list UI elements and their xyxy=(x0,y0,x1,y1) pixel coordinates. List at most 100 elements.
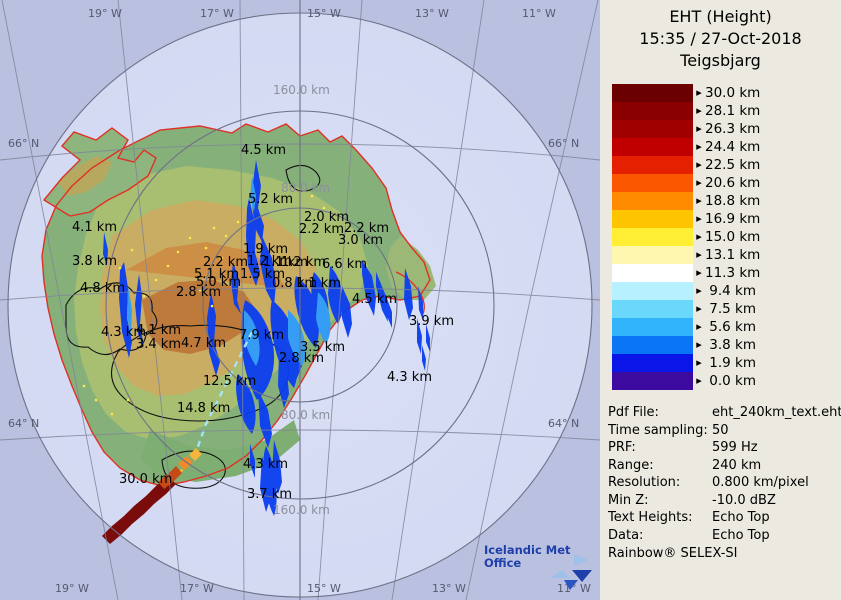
ring-label: 80.0 km xyxy=(281,181,330,195)
legend-tick-icon: ▸ xyxy=(696,284,702,297)
echo-label: 2.0 km xyxy=(304,210,349,225)
legend-swatch xyxy=(612,156,693,174)
echo-label: 1.2 km xyxy=(281,255,326,270)
legend-swatch xyxy=(612,318,693,336)
map-canvas: 19° W 17° W 15° W 13° W 11° W 19° W 17° W 15° … xyxy=(0,0,600,600)
echo-label: 1.2 km xyxy=(247,254,292,269)
logo-line-1: Icelandic Met xyxy=(484,543,571,557)
legend-row: ▸ 9.4 km xyxy=(612,282,841,300)
legend-label: 28.1 km xyxy=(705,103,761,119)
echo-label: 4.7 km xyxy=(181,336,226,351)
legend-swatch xyxy=(612,246,693,264)
iceland-landmass xyxy=(42,124,436,486)
radar-site-name: Teigsbjarg xyxy=(680,51,761,70)
metadata-key: Text Heights: xyxy=(608,510,693,525)
metadata-row: Resolution: 0.800 km/pixel xyxy=(608,474,841,492)
echo-label: 2.8 km xyxy=(279,351,324,366)
legend-row: ▸ 24.4 km xyxy=(612,138,841,156)
radar-map[interactable]: 19° W 17° W 15° W 13° W 11° W 19° W 17° W 15° … xyxy=(0,0,600,600)
longitude-labels-bottom: 19° W 17° W 15° W 13° W 11° W xyxy=(55,582,591,595)
legend-row: ▸ 28.1 km xyxy=(612,102,841,120)
ring-label: 160.0 km xyxy=(273,503,330,517)
legend-label: 1.9 km xyxy=(705,355,757,371)
metadata-key: Time sampling: xyxy=(608,422,708,438)
echo-label: 4.5 km xyxy=(352,292,397,307)
range-ring-labels: 160.0 km 80.0 km 80.0 km 160.0 km xyxy=(273,83,330,517)
legend-row: ▸ 7.5 km xyxy=(612,300,841,318)
legend-tick-icon: ▸ xyxy=(696,194,702,207)
legend-row: ▸ 13.1 km xyxy=(612,246,841,264)
legend-label: 16.9 km xyxy=(705,211,761,227)
legend-swatch xyxy=(612,228,693,246)
grid-label: 64° N xyxy=(8,417,39,430)
legend-tick-icon: ▸ xyxy=(696,320,702,333)
legend-tick-icon: ▸ xyxy=(696,230,702,243)
grid-label: 13° W xyxy=(415,7,449,20)
legend-row: ▸ 20.6 km xyxy=(612,174,841,192)
echo-label: 6.6 km xyxy=(322,257,367,272)
height-colorbar-legend: ▸ 30.0 km ▸ 28.1 km ▸ 26.3 km ▸ 24.4 km ▸ 22.5 km… xyxy=(612,84,841,390)
grid-label: 19° W xyxy=(88,7,122,20)
legend-label: 18.8 km xyxy=(705,193,761,209)
echo-label: 14.8 km xyxy=(177,401,230,416)
metadata-key: PRF: xyxy=(608,440,636,455)
echo-label: 3.4 km xyxy=(136,337,181,352)
legend-row: ▸ 11.3 km xyxy=(612,264,841,282)
metadata-list: Pdf File: eht_240km_text.eht Time sampling… xyxy=(608,404,841,544)
legend-row: ▸ 26.3 km xyxy=(612,120,841,138)
grid-label: 19° W xyxy=(55,582,89,595)
echo-label: 3.0 km xyxy=(338,233,383,248)
echo-top-height-labels: 4.5 km5.2 km4.1 km2.0 km2.2 km 2.2 km3.0 … xyxy=(72,143,454,502)
grid-label: 66° N xyxy=(8,137,39,150)
metadata-value: 240 km xyxy=(712,457,762,473)
echo-label: 2.2 km xyxy=(299,222,344,237)
echo-label: 0.8 km xyxy=(272,276,317,291)
legend-row: ▸ 0.0 km xyxy=(612,372,841,390)
legend-label: 24.4 km xyxy=(705,139,761,155)
radar-echo-cells xyxy=(103,160,430,516)
legend-row: ▸ 3.8 km xyxy=(612,336,841,354)
legend-label: 30.0 km xyxy=(705,85,761,101)
metadata-value: 50 xyxy=(712,422,729,438)
legend-swatch xyxy=(612,174,693,192)
legend-swatch xyxy=(612,354,693,372)
metadata-row: Time sampling: 50 xyxy=(608,422,841,440)
latitude-labels: 66° N 66° N 64° N 64° N xyxy=(8,137,579,430)
legend-row: ▸ 5.6 km xyxy=(612,318,841,336)
echo-label: 1.9 km xyxy=(243,242,288,257)
echo-label: 30.0 km xyxy=(119,472,172,487)
echo-label: 7.9 km xyxy=(239,328,284,343)
legend-row: ▸ 18.8 km xyxy=(612,192,841,210)
title-block: EHT (Height) 15:35 / 27-Oct-2018 Teigsbj… xyxy=(600,0,841,72)
metadata-row: Data: Echo Top xyxy=(608,527,841,545)
legend-tick-icon: ▸ xyxy=(696,140,702,153)
echo-label: 2.8 km xyxy=(176,285,221,300)
legend-swatch xyxy=(612,102,693,120)
legend-label: 0.0 km xyxy=(705,373,757,389)
grid-label: 11° W xyxy=(522,7,556,20)
legend-swatch xyxy=(612,192,693,210)
legend-label: 13.1 km xyxy=(705,247,761,263)
legend-label: 7.5 km xyxy=(705,301,757,317)
ring-label: 160.0 km xyxy=(273,83,330,97)
longitude-labels-top: 19° W 17° W 15° W 13° W 11° W xyxy=(88,7,556,20)
echo-label: 1.1 km xyxy=(296,276,341,291)
echo-label: 4.8 km xyxy=(80,281,125,296)
metadata-value: eht_240km_text.eht xyxy=(712,405,841,420)
legend-swatch xyxy=(612,120,693,138)
legend-label: 3.8 km xyxy=(705,337,757,353)
metadata-row: Pdf File: eht_240km_text.eht xyxy=(608,404,841,422)
logo-line-2: Office xyxy=(484,556,522,570)
icelandic-met-office-logo[interactable]: Icelandic Met Office xyxy=(484,544,576,570)
legend-tick-icon: ▸ xyxy=(696,212,702,225)
station-dots xyxy=(82,194,326,416)
echo-label: 3.5 km xyxy=(300,340,345,355)
grid-label: 17° W xyxy=(200,7,234,20)
grid-label: 64° N xyxy=(548,417,579,430)
legend-label: 20.6 km xyxy=(705,175,761,191)
legend-label: 11.3 km xyxy=(705,265,761,281)
legend-label: 9.4 km xyxy=(705,283,757,299)
echo-label: 12.5 km xyxy=(203,374,256,389)
legend-swatch xyxy=(612,336,693,354)
legend-swatch xyxy=(612,372,693,390)
